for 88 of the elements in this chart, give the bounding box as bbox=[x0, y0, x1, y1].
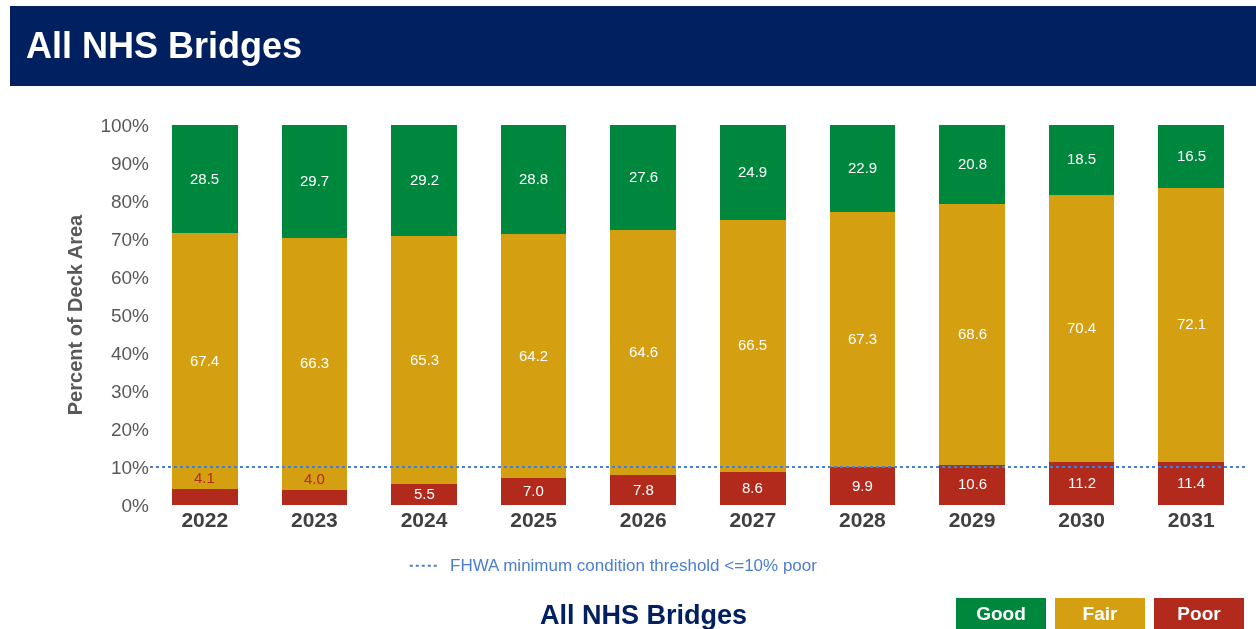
x-tick-label: 2028 bbox=[839, 508, 887, 531]
bar bbox=[1158, 461, 1225, 505]
data-label: 7.8 bbox=[633, 481, 654, 498]
legend-label: Good bbox=[976, 603, 1026, 624]
data-label: 72.1 bbox=[1177, 315, 1207, 332]
data-label: 66.5 bbox=[738, 336, 768, 353]
y-tick-label: 10% bbox=[110, 456, 150, 478]
x-tick-label: 2031 bbox=[1167, 508, 1215, 531]
data-label: 22.9 bbox=[848, 159, 878, 176]
bar bbox=[1048, 194, 1115, 463]
bar bbox=[829, 211, 896, 468]
bar bbox=[939, 464, 1005, 505]
data-label: 4.0 bbox=[304, 470, 325, 487]
y-tick-label: 40% bbox=[110, 342, 150, 364]
data-label: 4.1 bbox=[194, 469, 215, 486]
bar bbox=[829, 467, 896, 505]
data-label: 9.9 bbox=[852, 477, 873, 494]
bar bbox=[829, 125, 896, 212]
bar bbox=[171, 489, 238, 505]
bar bbox=[500, 478, 567, 505]
bar bbox=[719, 125, 786, 220]
data-label: 67.3 bbox=[848, 330, 878, 347]
x-tick-label: 2022 bbox=[181, 508, 229, 531]
x-tick-label: 2024 bbox=[400, 508, 448, 531]
bar bbox=[281, 489, 348, 505]
bar bbox=[500, 234, 567, 479]
chart-title: All NHS Bridges bbox=[10, 6, 1256, 86]
bar bbox=[391, 125, 457, 236]
bar bbox=[1158, 125, 1225, 188]
x-tick-label: 2023 bbox=[291, 508, 338, 531]
legend-label: Fair bbox=[1082, 603, 1119, 624]
bar bbox=[281, 125, 348, 238]
data-label: 66.3 bbox=[300, 354, 330, 371]
y-tick-label: 90% bbox=[110, 152, 150, 174]
bar bbox=[281, 237, 348, 490]
text: All NHS Bridges bbox=[540, 600, 748, 629]
data-label: 18.5 bbox=[1067, 150, 1097, 167]
data-label: 70.4 bbox=[1067, 319, 1097, 336]
bar bbox=[939, 204, 1005, 465]
y-tick-label: 20% bbox=[110, 418, 150, 440]
bar bbox=[939, 125, 1005, 205]
x-tick-label: 2030 bbox=[1058, 508, 1105, 531]
bar bbox=[171, 125, 238, 234]
data-label: 11.2 bbox=[1068, 474, 1097, 491]
bar bbox=[719, 472, 786, 505]
legend-label: Poor bbox=[1177, 603, 1222, 624]
data-label: 64.6 bbox=[629, 343, 659, 360]
data-label: 27.6 bbox=[629, 168, 659, 185]
bar bbox=[610, 125, 677, 230]
data-label: 29.7 bbox=[300, 172, 330, 189]
x-tick-label: 2027 bbox=[729, 508, 777, 531]
y-tick-label: 70% bbox=[110, 228, 150, 250]
data-label: 16.5 bbox=[1177, 147, 1207, 164]
y-tick-label: 100% bbox=[100, 114, 150, 136]
y-tick-label: 30% bbox=[110, 380, 150, 402]
bar bbox=[391, 235, 457, 485]
y-tick-label: 0% bbox=[121, 494, 150, 516]
bar bbox=[500, 125, 567, 235]
bar bbox=[719, 219, 786, 473]
bar bbox=[1048, 125, 1115, 195]
bar bbox=[610, 475, 677, 505]
bar bbox=[1048, 462, 1115, 505]
data-label: 11.4 bbox=[1177, 474, 1206, 491]
x-tick-label: 2026 bbox=[619, 508, 667, 531]
y-tick-label: 80% bbox=[110, 190, 150, 212]
bar bbox=[171, 233, 238, 490]
data-label: 29.2 bbox=[410, 171, 440, 188]
data-label: 24.9 bbox=[738, 163, 768, 180]
data-label: 67.4 bbox=[190, 352, 220, 369]
y-axis-title: Percent of Deck Area bbox=[63, 213, 86, 416]
legend-label: FHWA minimum condition threshold <=10% poor bbox=[450, 556, 818, 575]
data-label: 28.8 bbox=[519, 170, 549, 187]
bar bbox=[391, 484, 457, 505]
data-label: 28.5 bbox=[190, 170, 220, 187]
y-tick-label: 60% bbox=[110, 266, 150, 288]
data-label: 7.0 bbox=[523, 482, 544, 499]
data-label: 20.8 bbox=[958, 155, 988, 172]
x-tick-label: 2029 bbox=[948, 508, 996, 531]
data-label: 10.6 bbox=[958, 475, 988, 492]
data-label: 64.2 bbox=[519, 347, 549, 364]
data-label: 5.5 bbox=[414, 485, 435, 502]
bar bbox=[1158, 187, 1225, 462]
data-label: 68.6 bbox=[958, 325, 988, 342]
x-tick-label: 2025 bbox=[510, 508, 558, 531]
data-label: 65.3 bbox=[410, 351, 440, 368]
data-label: 8.6 bbox=[742, 479, 763, 496]
y-tick-label: 50% bbox=[110, 304, 150, 326]
bar bbox=[610, 229, 677, 476]
